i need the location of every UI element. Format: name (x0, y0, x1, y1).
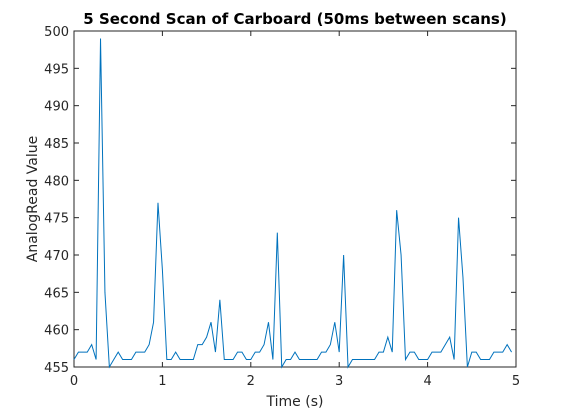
x-tick-label: 1 (158, 374, 166, 389)
y-tick-label: 485 (44, 137, 69, 152)
y-tick-label: 480 (44, 174, 69, 189)
axis-ticks: 0 1 2 3 4 5 455 460 465 470 475 480 485 490 495 500 (44, 25, 520, 389)
y-tick-label: 490 (44, 100, 69, 115)
plot-area (73, 38, 513, 369)
y-tick-label: 455 (44, 361, 69, 376)
chart-title: 5 Second Scan of Carboard (50ms between … (83, 10, 506, 28)
x-tick-label: 2 (247, 374, 255, 389)
x-tick-label: 5 (512, 374, 520, 389)
y-tick-label: 470 (44, 249, 69, 264)
x-tick-label: 4 (423, 374, 431, 389)
y-tick-label: 460 (44, 324, 69, 339)
series-line (73, 38, 513, 369)
y-tick-label: 500 (44, 25, 69, 40)
y-tick-label: 495 (44, 62, 69, 77)
y-axis-label: AnalogRead Value (25, 136, 41, 262)
x-axis-label: Time (s) (266, 394, 324, 410)
x-tick-label: 0 (70, 374, 78, 389)
y-tick-label: 475 (44, 212, 69, 227)
axes-box (73, 30, 517, 368)
y-tick-label: 465 (44, 286, 69, 301)
x-tick-label: 3 (335, 374, 343, 389)
